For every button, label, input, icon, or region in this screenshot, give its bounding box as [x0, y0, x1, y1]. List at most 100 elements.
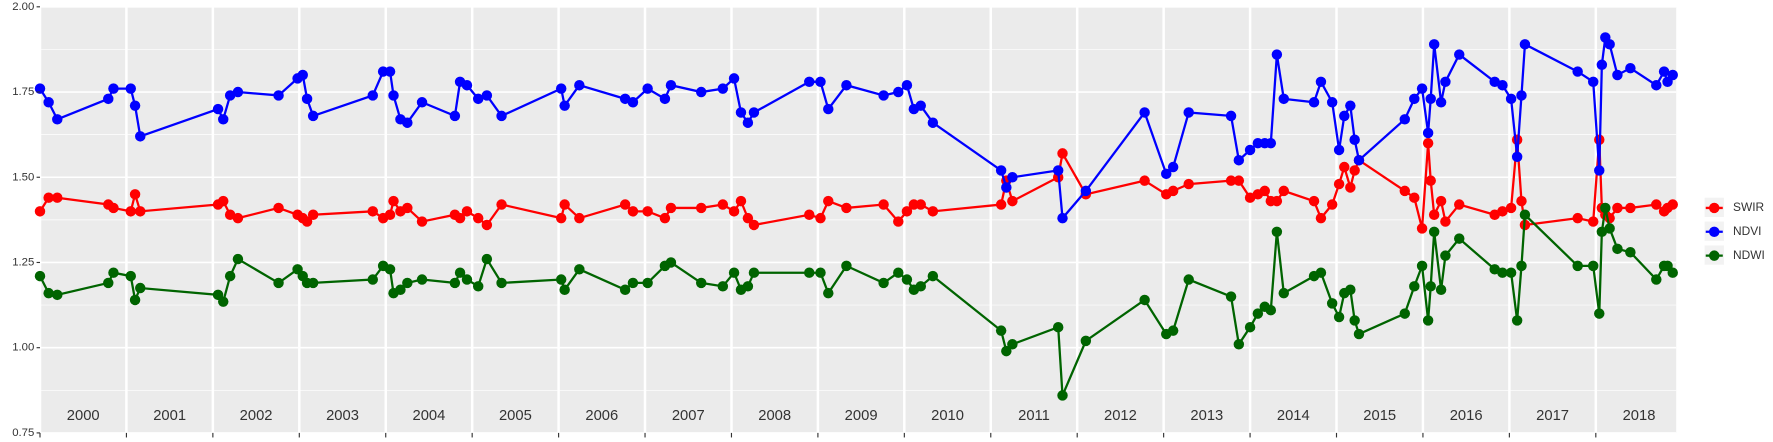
data-point	[1435, 284, 1447, 295]
data-point	[34, 270, 46, 282]
data-point	[129, 100, 141, 111]
data-point	[555, 212, 567, 224]
data-point	[1505, 267, 1517, 278]
data-point	[574, 264, 585, 275]
y-tick-label: 1.75	[12, 86, 34, 98]
legend-dot	[1709, 202, 1720, 214]
data-point	[52, 114, 63, 125]
data-point	[1422, 315, 1434, 326]
marks	[34, 32, 1678, 401]
data-point	[1139, 175, 1150, 186]
data-point	[108, 267, 119, 278]
year-label: 2010	[931, 408, 964, 424]
data-point	[1271, 226, 1283, 238]
data-point	[1612, 69, 1623, 81]
data-point	[915, 199, 926, 210]
data-point	[449, 110, 461, 122]
data-point	[659, 212, 671, 224]
data-point	[717, 83, 729, 94]
year-label: 2007	[672, 408, 705, 424]
data-point	[367, 206, 378, 217]
data-point	[1349, 134, 1360, 145]
data-point	[642, 277, 653, 289]
data-point	[481, 90, 493, 101]
data-point	[297, 69, 308, 81]
y-tick-label: 0.75	[12, 427, 34, 439]
data-point	[129, 294, 141, 306]
data-point	[1271, 195, 1283, 207]
year-label: 2004	[413, 408, 446, 424]
data-point	[1057, 148, 1068, 159]
data-point	[1409, 93, 1420, 105]
data-point	[995, 165, 1007, 176]
data-point	[52, 289, 63, 301]
data-point	[728, 206, 740, 217]
data-point	[1594, 165, 1605, 176]
data-point	[1233, 154, 1245, 166]
data-point	[1001, 182, 1012, 193]
data-point	[1428, 226, 1440, 238]
data-point	[1572, 260, 1583, 272]
data-point	[642, 206, 653, 217]
data-point	[893, 267, 904, 278]
data-point	[1080, 185, 1092, 197]
data-point	[1333, 311, 1345, 323]
data-point	[748, 107, 760, 118]
data-point	[1416, 83, 1428, 94]
data-point	[301, 93, 313, 105]
data-point	[1326, 97, 1338, 108]
data-point	[1440, 76, 1451, 88]
data-point	[1349, 315, 1360, 326]
data-point	[804, 267, 815, 278]
data-point	[1353, 328, 1365, 340]
data-point	[1399, 185, 1411, 197]
data-point	[1667, 199, 1678, 210]
data-point	[901, 206, 913, 217]
data-point	[555, 274, 567, 285]
data-point	[717, 281, 729, 292]
data-point	[1308, 195, 1320, 207]
data-point	[823, 103, 834, 115]
data-point	[1139, 107, 1150, 118]
data-point	[1454, 199, 1465, 210]
data-point	[1416, 260, 1428, 272]
data-point	[1225, 291, 1237, 302]
data-point	[1225, 175, 1237, 186]
year-label: 2014	[1277, 408, 1310, 424]
data-point	[1516, 195, 1527, 207]
data-point	[232, 86, 244, 98]
data-point	[472, 212, 484, 224]
data-point	[1587, 216, 1599, 227]
data-point	[1007, 339, 1018, 350]
data-point	[402, 117, 413, 128]
data-point	[1519, 39, 1531, 50]
data-point	[728, 73, 740, 84]
data-point	[742, 117, 754, 128]
data-point	[1651, 274, 1662, 285]
data-point	[995, 325, 1007, 336]
data-point	[1497, 79, 1508, 91]
data-point	[125, 83, 136, 94]
data-point	[416, 97, 428, 108]
data-point	[559, 199, 570, 210]
data-point	[367, 90, 378, 101]
data-point	[1259, 185, 1270, 197]
data-point	[384, 66, 396, 77]
data-point	[1625, 202, 1636, 214]
data-point	[1440, 216, 1451, 227]
data-point	[212, 103, 224, 115]
legend-label: SWIR	[1733, 200, 1765, 214]
data-point	[878, 277, 889, 289]
data-point	[559, 284, 570, 295]
data-point	[1057, 390, 1068, 401]
data-point	[735, 195, 747, 207]
y-tick-label: 2.00	[12, 1, 34, 13]
data-point	[1519, 209, 1531, 220]
data-point	[927, 270, 939, 282]
data-point	[841, 79, 852, 91]
data-point	[1428, 39, 1440, 50]
data-point	[1339, 161, 1350, 173]
data-point	[273, 90, 284, 101]
data-point	[1167, 185, 1179, 197]
data-point	[395, 284, 406, 295]
